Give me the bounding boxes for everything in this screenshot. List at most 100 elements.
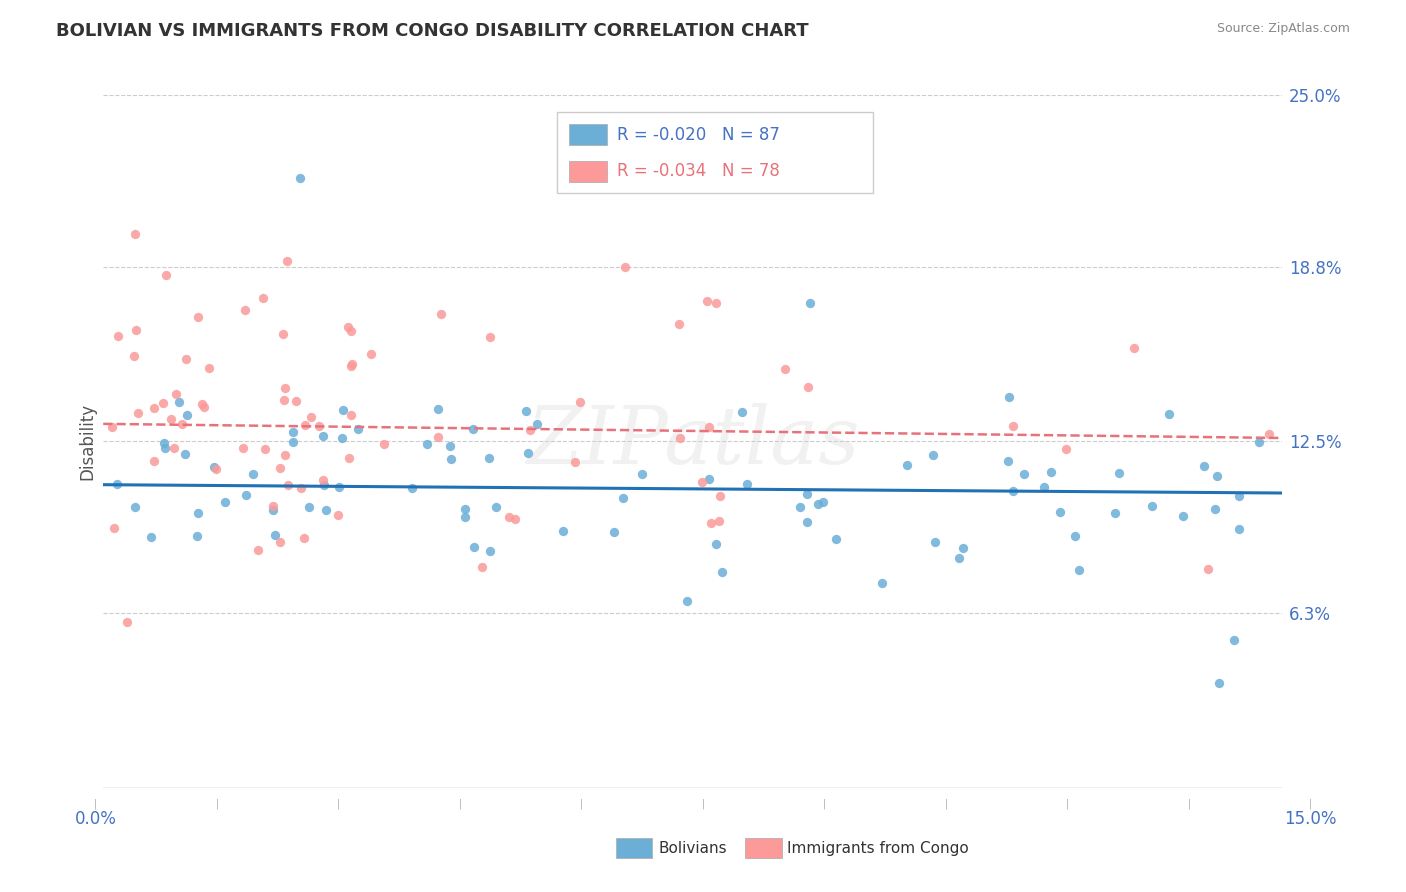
Point [143, 454, 166, 468]
Point [311, 429, 333, 443]
Point [1040, 465, 1063, 479]
Text: 15.0%: 15.0% [1284, 810, 1337, 828]
Point [242, 467, 264, 481]
Text: |: | [337, 798, 340, 809]
Point [825, 532, 848, 546]
FancyBboxPatch shape [569, 161, 606, 182]
Point [463, 540, 485, 554]
Point [796, 487, 818, 501]
Point [479, 330, 502, 344]
Point [340, 324, 363, 338]
Point [312, 473, 335, 487]
Point [896, 458, 918, 473]
Point [630, 467, 652, 482]
Point [1002, 419, 1025, 434]
Point [340, 359, 363, 374]
Point [1104, 506, 1126, 520]
Point [564, 455, 586, 469]
Point [163, 441, 186, 455]
Point [124, 227, 146, 241]
Point [1122, 341, 1144, 355]
Point [553, 524, 575, 538]
Point [485, 500, 508, 515]
Text: |: | [579, 798, 583, 809]
Point [190, 397, 212, 411]
Point [668, 317, 690, 331]
Point [326, 508, 349, 522]
Point [115, 615, 138, 629]
Point [1069, 563, 1091, 577]
Point [401, 481, 423, 495]
Point [330, 431, 353, 445]
Point [103, 521, 125, 535]
Point [337, 320, 360, 334]
Point [269, 534, 291, 549]
Point [294, 417, 316, 432]
Point [170, 417, 193, 431]
Text: |: | [945, 798, 948, 809]
Point [952, 541, 974, 556]
Point [735, 476, 758, 491]
Point [997, 454, 1019, 468]
Point [328, 480, 350, 494]
Point [205, 461, 228, 475]
Text: |: | [823, 798, 827, 809]
Point [152, 395, 174, 409]
Text: |: | [1187, 798, 1191, 809]
Point [273, 392, 295, 407]
Point [1192, 458, 1215, 473]
Point [347, 422, 370, 436]
Point [277, 478, 299, 492]
Point [519, 423, 541, 437]
Point [187, 310, 209, 324]
Point [454, 509, 477, 524]
Point [167, 395, 190, 409]
Point [807, 497, 830, 511]
Point [193, 401, 215, 415]
Point [332, 403, 354, 417]
Point [517, 446, 540, 460]
Point [107, 477, 129, 491]
Point [707, 514, 730, 528]
Point [1033, 480, 1056, 494]
Text: Immigrants from Congo: Immigrants from Congo [787, 841, 969, 855]
Point [709, 489, 731, 503]
Text: |: | [1309, 798, 1312, 809]
Point [122, 349, 145, 363]
Point [246, 542, 269, 557]
Point [697, 472, 720, 486]
Point [235, 303, 257, 318]
Point [1206, 469, 1229, 483]
Point [252, 291, 274, 305]
Text: |: | [702, 798, 704, 809]
Point [276, 253, 298, 268]
Point [264, 527, 287, 541]
Point [315, 503, 337, 517]
Point [1014, 467, 1036, 481]
Point [298, 500, 321, 514]
Point [870, 575, 893, 590]
Point [602, 524, 624, 539]
Point [273, 381, 295, 395]
Point [262, 499, 284, 513]
Point [107, 329, 129, 343]
Point [526, 417, 548, 431]
Point [271, 326, 294, 341]
Point [308, 419, 330, 434]
Point [1001, 483, 1024, 498]
Point [676, 594, 699, 608]
Point [232, 441, 254, 455]
Point [1227, 489, 1250, 503]
Point [1064, 529, 1087, 543]
Point [461, 422, 484, 436]
Point [1140, 500, 1163, 514]
Point [478, 451, 501, 466]
Point [796, 515, 818, 529]
Point [340, 357, 363, 371]
Point [439, 439, 461, 453]
Y-axis label: Disability: Disability [79, 403, 96, 480]
Point [214, 494, 236, 508]
Point [143, 401, 166, 416]
Point [1227, 522, 1250, 536]
Point [274, 448, 297, 462]
